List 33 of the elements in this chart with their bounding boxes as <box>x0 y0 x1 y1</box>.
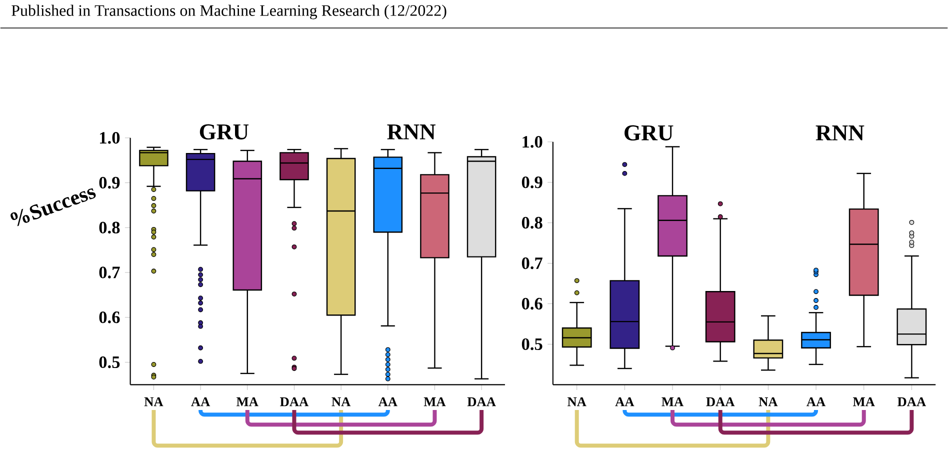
x-tick-label: MA <box>236 398 258 406</box>
y-tick-label: 0.9 <box>99 177 120 189</box>
y-tick-label: 0.8 <box>522 217 542 229</box>
x-tick-label: DAA <box>706 398 735 406</box>
y-tick-label: 0.7 <box>99 266 120 279</box>
x-tick-label: AA <box>378 398 398 406</box>
x-tick-label: AA <box>191 398 210 406</box>
x-tick-label: MA <box>852 398 875 406</box>
x-tick-label: AA <box>806 398 826 406</box>
x-tick-label: DAA <box>280 398 309 406</box>
annotation: RNN <box>387 124 436 140</box>
y-tick-label: 0.8 <box>99 222 120 234</box>
x-tick-label: NA <box>332 398 351 406</box>
y-tick-label: 0.6 <box>99 312 120 324</box>
x-tick-label: AA <box>615 398 634 406</box>
text: RNN <box>816 126 864 141</box>
text: Published in Transactions on Machine Learning Research (12/2022) <box>12 4 446 20</box>
x-tick-label: MA <box>424 398 446 406</box>
x-tick-label: DAA <box>897 398 926 406</box>
x-tick-label: MA <box>662 398 684 406</box>
annotation: GRU <box>200 124 249 140</box>
y-tick-label: 0.6 <box>522 298 542 310</box>
x-tick-label: NA <box>144 398 164 406</box>
x-tick-label: NA <box>567 398 586 406</box>
text: GRU <box>624 125 674 141</box>
y-tick-label: 1.0 <box>100 132 120 144</box>
x-tick-label: NA <box>758 398 778 406</box>
y-tick-label: 0.7 <box>522 258 542 270</box>
x-tick-label: DAA <box>467 398 496 406</box>
y-tick-label: 1.0 <box>522 136 542 148</box>
y-tick-label: 0.5 <box>99 356 120 368</box>
y-tick-label: 0.5 <box>522 338 542 350</box>
y-tick-label: 0.9 <box>522 176 542 188</box>
